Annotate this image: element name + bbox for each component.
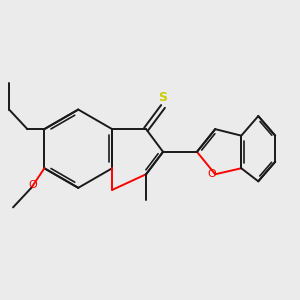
- Text: O: O: [207, 169, 216, 179]
- Text: S: S: [158, 91, 167, 104]
- Text: O: O: [28, 180, 37, 190]
